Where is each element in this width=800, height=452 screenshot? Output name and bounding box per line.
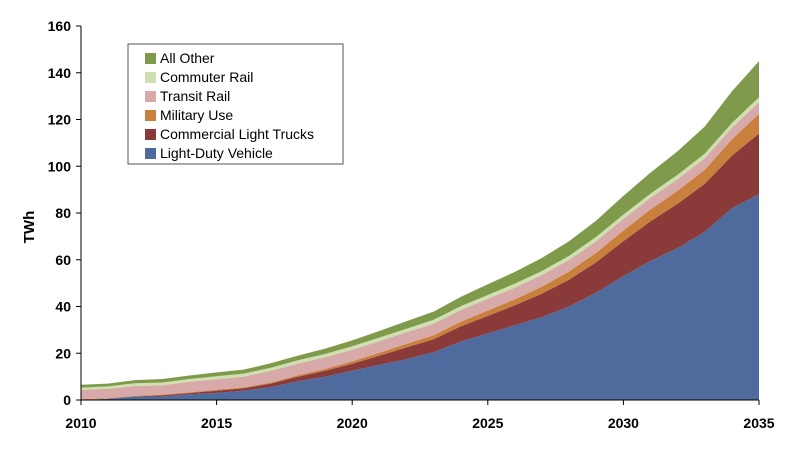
y-tick-label: 160 xyxy=(48,18,72,34)
y-tick-label: 140 xyxy=(48,65,72,81)
x-tick-label: 2030 xyxy=(608,415,639,431)
legend-label-all-other: All Other xyxy=(160,50,215,66)
legend-swatch-military-use xyxy=(145,110,156,121)
legend-label-military-use: Military Use xyxy=(160,107,233,123)
area-series-light-duty-vehicle xyxy=(81,194,759,400)
x-tick-label: 2025 xyxy=(472,415,503,431)
y-axis-title: TWh xyxy=(21,211,38,243)
y-axis-ticks: 0 20 40 60 80 100 120 140 160 xyxy=(48,18,81,408)
y-tick-label: 80 xyxy=(55,205,71,221)
legend-label-light-duty-vehicle: Light-Duty Vehicle xyxy=(160,145,273,161)
y-tick-label: 0 xyxy=(63,392,71,408)
legend-items: All Other Commuter Rail Transit Rail Milita… xyxy=(145,50,314,161)
y-tick-label: 40 xyxy=(55,299,71,315)
y-tick-label: 20 xyxy=(55,345,71,361)
legend-swatch-all-other xyxy=(145,53,156,64)
legend-label-commercial-light-trucks: Commercial Light Trucks xyxy=(160,126,314,142)
legend-swatch-transit-rail xyxy=(145,91,156,102)
x-tick-label: 2015 xyxy=(201,415,232,431)
area-series-commercial-light-trucks xyxy=(81,133,759,400)
x-tick-label: 2035 xyxy=(743,415,774,431)
y-tick-label: 60 xyxy=(55,252,71,268)
area-series-military-use xyxy=(81,113,759,400)
legend: All Other Commuter Rail Transit Rail Milita… xyxy=(127,43,344,165)
y-tick-label: 100 xyxy=(48,158,72,174)
y-tick-label: 120 xyxy=(48,112,72,128)
x-tick-label: 2010 xyxy=(65,415,96,431)
legend-box xyxy=(127,43,344,165)
area-layer xyxy=(81,61,759,400)
area-series-all-other xyxy=(81,61,759,388)
legend-swatch-commuter-rail xyxy=(145,72,156,83)
legend-label-transit-rail: Transit Rail xyxy=(160,88,230,104)
legend-swatch-commercial-light-trucks xyxy=(145,129,156,140)
legend-swatch-light-duty-vehicle xyxy=(145,148,156,159)
legend-label-commuter-rail: Commuter Rail xyxy=(160,69,253,85)
x-axis-ticks: 2010 2015 2020 2025 2030 2035 xyxy=(65,400,775,431)
x-tick-label: 2020 xyxy=(337,415,368,431)
